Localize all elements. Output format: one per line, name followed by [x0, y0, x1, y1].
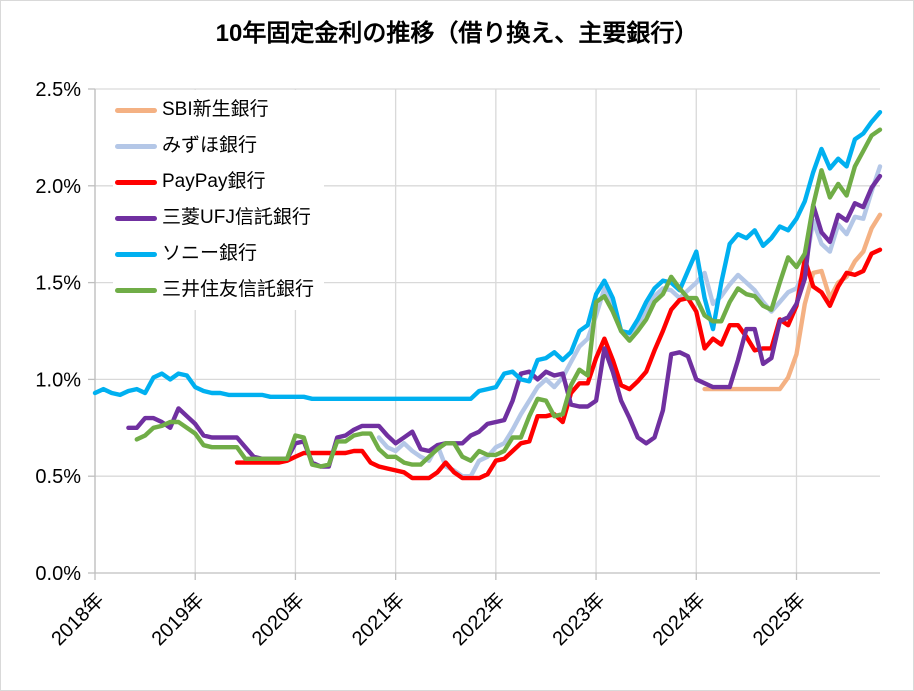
- legend: SBI新生銀行 みずほ銀行 PayPay銀行 三菱UFJ信託銀行 ソニー銀行 三…: [113, 90, 325, 310]
- y-tick-label: 1.5%: [35, 273, 81, 295]
- legend-swatch-mufj-trust: [115, 215, 157, 221]
- legend-swatch-sbi: [115, 107, 157, 113]
- legend-label-paypay: PayPay銀行: [162, 171, 266, 192]
- legend-label-mufj-trust: 三菱UFJ信託銀行: [162, 207, 311, 228]
- legend-label-smtb: 三井住友信託銀行: [162, 279, 315, 300]
- x-axis-labels: 2018年 2019年 2020年 2021年 2022年 2023年 2024年 2025年: [47, 588, 810, 650]
- legend-swatch-paypay: [115, 179, 157, 185]
- legend-swatch-sony: [115, 251, 157, 257]
- y-tick-label: 0.0%: [35, 563, 81, 585]
- legend-label-sony: ソニー銀行: [162, 243, 258, 264]
- y-tick-label: 1.0%: [35, 369, 81, 391]
- series-line-4: [92, 109, 883, 401]
- legend-item-paypay: PayPay銀行: [115, 164, 314, 200]
- legend-label-mizuho: みずほ銀行: [162, 135, 258, 156]
- x-tick-label: 2023年: [548, 588, 610, 650]
- y-axis-labels: 0.0% 0.5% 1.0% 1.5% 2.0% 2.5%: [35, 79, 81, 585]
- legend-swatch-smtb: [115, 287, 157, 293]
- legend-item-mufj-trust: 三菱UFJ信託銀行: [115, 200, 314, 236]
- legend-item-smtb: 三井住友信託銀行: [115, 272, 314, 308]
- chart-title: 10年固定金利の推移（借り換え、主要銀行）: [215, 20, 699, 47]
- x-tick-label: 2025年: [748, 588, 810, 650]
- axes: [88, 88, 880, 580]
- x-tick-label: 2019年: [147, 588, 209, 650]
- series-line-5: [134, 127, 883, 469]
- y-tick-label: 0.5%: [35, 466, 81, 488]
- legend-label-sbi: SBI新生銀行: [162, 99, 269, 120]
- y-tick-label: 2.0%: [35, 176, 81, 198]
- x-tick-label: 2021年: [347, 588, 409, 650]
- series-line-0: [702, 212, 883, 392]
- legend-swatch-mizuho: [115, 143, 157, 149]
- y-tick-label: 2.5%: [35, 79, 81, 101]
- series-line-1: [376, 164, 883, 479]
- x-tick-label: 2024年: [648, 588, 710, 650]
- legend-item-sbi: SBI新生銀行: [115, 92, 314, 128]
- x-tick-label: 2022年: [448, 588, 510, 650]
- x-tick-label: 2020年: [247, 588, 309, 650]
- x-tick-label: 2018年: [47, 588, 109, 650]
- legend-item-sony: ソニー銀行: [115, 236, 314, 272]
- legend-item-mizuho: みずほ銀行: [115, 128, 314, 164]
